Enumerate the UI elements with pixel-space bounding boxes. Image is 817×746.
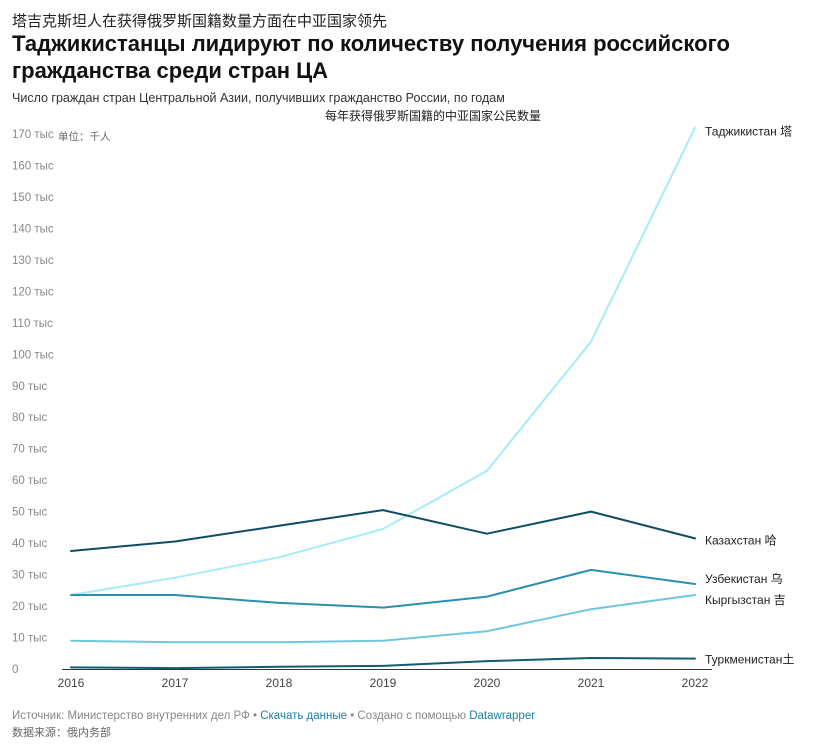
- chinese-subtitle: 每年获得俄罗斯国籍的中亚国家公民数量: [325, 109, 542, 123]
- y-tick-label: 100 тыс: [12, 349, 54, 361]
- x-tick-label: 2021: [578, 676, 605, 690]
- created-with-text: • Создано с помощью: [347, 710, 470, 722]
- y-tick-label: 120 тыс: [12, 286, 54, 298]
- y-tick-label: 110 тыс: [12, 318, 53, 330]
- chart-footer: Источник: Министерство внутренних дел РФ…: [12, 710, 535, 722]
- y-tick-label: 160 тыс: [12, 160, 54, 172]
- y-tick-label: 20 тыс: [12, 601, 48, 613]
- y-tick-label: 80 тыс: [12, 412, 48, 424]
- series-label-kyrgyzstan: Кыргызстан 吉: [705, 593, 786, 607]
- x-tick-label: 2017: [162, 676, 189, 690]
- series-label-uzbekistan: Узбекистан 乌: [705, 571, 783, 586]
- y-tick-label: 140 тыс: [12, 223, 54, 235]
- unit-label: 单位：千人: [58, 131, 111, 143]
- y-axis: 0 10 тыс 20 тыс 30 тыс 40 тыс 50 тыс 60 тыс 70 …: [12, 129, 712, 676]
- y-tick-label: 30 тыс: [12, 570, 48, 582]
- series-line-kazakhstan: [70, 509, 696, 552]
- x-tick-label: 2022: [682, 676, 709, 690]
- x-tick-label: 2016: [58, 676, 85, 690]
- series-label-kazakhstan: Казахстан 哈: [705, 533, 777, 547]
- y-tick-label: 130 тыс: [12, 255, 54, 267]
- y-tick-label: 0: [12, 664, 18, 676]
- x-axis: 2016 2017 2018 2019 2020 2021 2022: [58, 676, 709, 690]
- series-label-tajikistan: Таджикистан 塔: [705, 125, 792, 139]
- chart-title: Таджикистанцы лидируют по количеству пол…: [12, 31, 730, 83]
- series-line-tajikistan: [70, 126, 696, 596]
- x-tick-label: 2019: [370, 676, 397, 690]
- download-data-link[interactable]: Скачать данные: [260, 710, 348, 722]
- footer-separator: •: [249, 710, 261, 722]
- source-text: Источник: Министерство внутренних дел РФ: [12, 710, 250, 722]
- datawrapper-link[interactable]: Datawrapper: [469, 710, 536, 722]
- y-tick-label: 40 тыс: [12, 538, 48, 550]
- chart-subtitle: Число граждан стран Центральной Азии, по…: [12, 91, 505, 105]
- y-tick-label: 90 тыс: [12, 381, 48, 393]
- series-line-kyrgyzstan: [70, 594, 696, 644]
- series-labels: Таджикистан 塔 Казахстан 哈 Узбекистан 乌 Кырг…: [705, 125, 794, 667]
- y-tick-label: 50 тыс: [12, 507, 48, 519]
- chinese-title: 塔吉克斯坦人在获得俄罗斯国籍数量方面在中亚国家领先: [12, 13, 388, 30]
- series-line-turkmenistan: [70, 657, 696, 670]
- y-tick-label: 170 тыс: [12, 129, 54, 141]
- y-tick-label: 60 тыс: [12, 475, 48, 487]
- y-tick-label: 150 тыс: [12, 192, 54, 204]
- x-tick-label: 2018: [266, 676, 293, 690]
- chinese-source: 数据来源：俄内务部: [12, 727, 111, 739]
- series-label-turkmenistan: Туркменистан土: [705, 653, 794, 667]
- y-tick-label: 10 тыс: [12, 633, 48, 645]
- y-tick-label: 70 тыс: [12, 444, 48, 456]
- series-lines: [70, 126, 696, 670]
- series-line-uzbekistan: [70, 568, 696, 609]
- x-tick-label: 2020: [474, 676, 501, 690]
